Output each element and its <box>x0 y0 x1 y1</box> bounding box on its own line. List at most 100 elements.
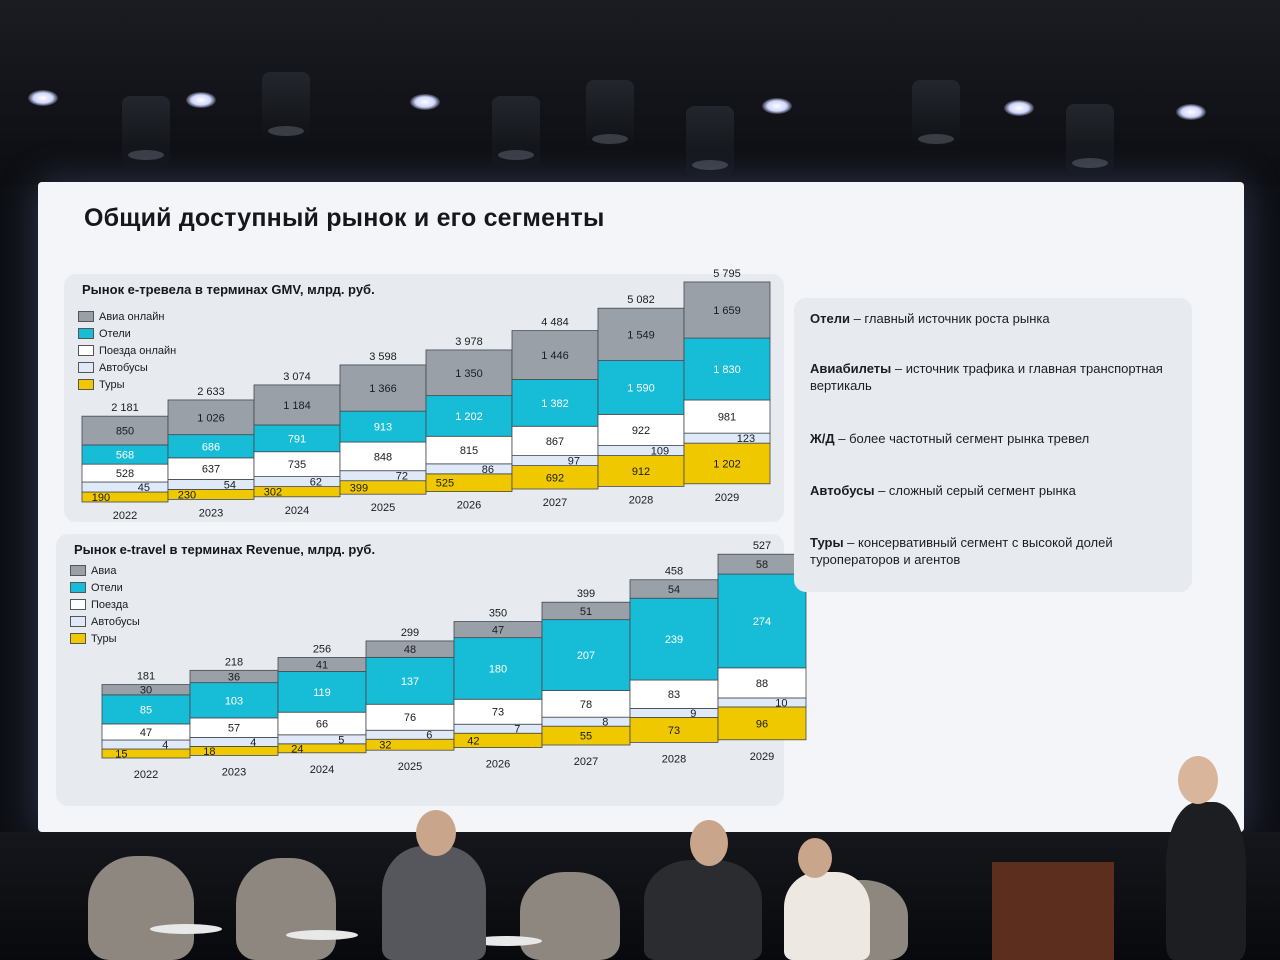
legend-swatch <box>78 345 94 356</box>
x-tick-label: 2023 <box>222 766 246 778</box>
bar-segment <box>683 399 771 434</box>
stage-fixture <box>686 106 734 176</box>
bar-value-label: 913 <box>374 422 392 434</box>
side-table <box>470 936 542 946</box>
bar-value-label: 97 <box>568 456 580 468</box>
bar-segment <box>511 330 599 380</box>
bar-segment <box>101 739 191 750</box>
legend-item: Отели <box>70 579 140 596</box>
bar-segment <box>425 349 513 397</box>
gmv-chart-title: Рынок e-тревела в терминах GMV, млрд. ру… <box>82 282 375 297</box>
legend-item: Поезда <box>70 596 140 613</box>
legend-label: Туры <box>99 378 125 391</box>
bar-value-label: 5 <box>338 734 344 746</box>
stage-fixture <box>262 72 310 142</box>
revenue-chart-panel: Рынок e-travel в терминах Revenue, млрд.… <box>56 534 807 806</box>
bar-value-label: 850 <box>116 426 134 438</box>
legend-swatch <box>70 616 86 627</box>
x-tick-label: 2026 <box>486 759 510 771</box>
bar-segment <box>167 478 255 490</box>
legend-swatch <box>78 379 94 390</box>
stage-fixture <box>492 96 540 166</box>
legend-label: Туры <box>91 632 117 645</box>
bar-segment <box>541 619 631 691</box>
legend-label: Отели <box>99 327 131 340</box>
stage-fixture <box>912 80 960 150</box>
insight-text: – более частотный сегмент рынка тревел <box>834 431 1090 446</box>
bar-total-label: 399 <box>577 588 595 600</box>
legend-item: Поезда онлайн <box>78 342 176 359</box>
bar-value-label: 528 <box>116 468 134 480</box>
bar-value-label: 848 <box>374 451 392 463</box>
bar-value-label: 1 659 <box>713 305 741 317</box>
gmv-chart: 190 45 528 568 850 2 181 2022 230 54 637 686 1 026 2… <box>81 268 771 522</box>
bar-value-label: 1 202 <box>713 458 741 470</box>
bar-value-label: 54 <box>224 479 236 491</box>
x-tick-label: 2028 <box>662 753 686 765</box>
legend-item: Автобусы <box>70 613 140 630</box>
bar-segment <box>365 656 455 705</box>
legend-item: Туры <box>78 376 176 393</box>
legend-label: Поезда онлайн <box>99 344 177 357</box>
bar-value-label: 981 <box>718 412 736 424</box>
stage-fixture <box>122 96 170 166</box>
bar-value-label: 83 <box>668 689 680 701</box>
bar-value-label: 1 026 <box>197 412 225 424</box>
x-tick-label: 2029 <box>715 492 739 504</box>
insight-keyword: Авиабилеты <box>810 361 892 376</box>
bar-value-label: 399 <box>350 482 368 494</box>
bar-value-label: 24 <box>291 743 303 755</box>
bar-value-label: 190 <box>92 492 110 504</box>
armchair <box>520 872 620 960</box>
bar-value-label: 1 382 <box>541 398 569 410</box>
legend-label: Поезда <box>91 598 129 611</box>
bar-total-label: 5 795 <box>713 268 741 280</box>
insight-item: Отели – главный источник роста рынка <box>810 310 1170 327</box>
bar-value-label: 302 <box>264 487 282 499</box>
bar-value-label: 1 202 <box>455 411 483 423</box>
x-tick-label: 2025 <box>398 761 422 773</box>
bar-total-label: 3 978 <box>455 336 483 348</box>
bar-segment <box>717 706 807 741</box>
bar-value-label: 912 <box>632 466 650 478</box>
stage-light <box>1004 100 1034 116</box>
bar-segment <box>683 442 771 485</box>
x-tick-label: 2024 <box>310 764 334 776</box>
bar-total-label: 256 <box>313 643 331 655</box>
moderator <box>1166 802 1246 960</box>
bar-segment <box>81 415 169 446</box>
bar-value-label: 4 <box>250 737 256 749</box>
podium <box>992 862 1114 960</box>
revenue-chart-title: Рынок e-travel в терминах Revenue, млрд.… <box>74 542 376 557</box>
bar-segment <box>453 723 543 734</box>
slide-title: Общий доступный рынок и его сегменты <box>84 204 605 232</box>
bar-total-label: 4 484 <box>541 317 569 329</box>
panelist-head <box>798 838 832 878</box>
legend-swatch <box>78 362 94 373</box>
bar-segment <box>541 716 631 727</box>
revenue-chart-legend: Авиа Отели Поезда Автобусы Туры <box>70 562 140 647</box>
bar-segment <box>717 667 807 699</box>
bar-value-label: 47 <box>140 727 152 739</box>
legend-item: Авиа онлайн <box>78 308 176 325</box>
bar-value-label: 637 <box>202 464 220 476</box>
bar-segment <box>717 573 807 669</box>
bar-segment <box>277 671 367 713</box>
legend-label: Автобусы <box>99 361 148 374</box>
bar-total-label: 3 074 <box>283 371 311 383</box>
legend-item: Автобусы <box>78 359 176 376</box>
bar-total-label: 458 <box>665 566 683 578</box>
bar-value-label: 78 <box>580 699 592 711</box>
bar-value-label: 36 <box>228 671 240 683</box>
bar-value-label: 180 <box>489 663 507 675</box>
x-tick-label: 2028 <box>629 494 653 506</box>
bar-value-label: 48 <box>404 644 416 656</box>
bar-value-label: 57 <box>228 723 240 735</box>
bar-value-label: 103 <box>225 695 243 707</box>
x-tick-label: 2023 <box>199 507 223 519</box>
bar-segment <box>339 470 427 482</box>
gmv-chart-panel: Рынок e-тревела в терминах GMV, млрд. ру… <box>64 268 784 522</box>
bar-value-label: 137 <box>401 676 419 688</box>
bar-value-label: 568 <box>116 450 134 462</box>
bar-value-label: 42 <box>467 735 479 747</box>
